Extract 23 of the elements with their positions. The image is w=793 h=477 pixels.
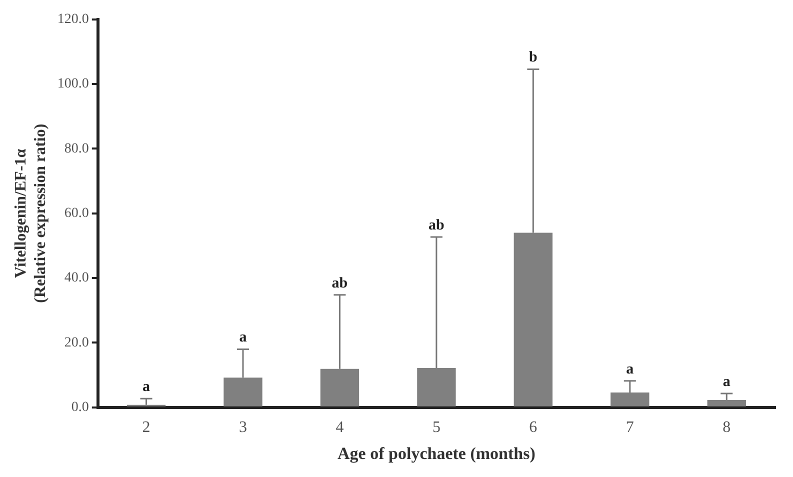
annotation: a — [626, 361, 634, 378]
annotation: b — [529, 50, 538, 66]
annotation: a — [142, 379, 151, 396]
x-tick-label: 2 — [142, 419, 150, 436]
y-tick-label: 80.0 — [64, 141, 89, 156]
annotation: ab — [332, 275, 348, 292]
annotation: ab — [428, 217, 444, 234]
y-tick-label: 100.0 — [57, 76, 89, 92]
annotation: a — [239, 330, 248, 346]
y-tick-label: 60.0 — [64, 206, 89, 222]
annotation: a — [722, 374, 731, 390]
x-axis-title: Age of polychaete (months) — [338, 444, 536, 464]
x-tick-label: 6 — [529, 419, 538, 436]
x-tick-label: 4 — [336, 419, 344, 436]
x-tick-label: 8 — [722, 419, 731, 436]
x-tick-label: 7 — [626, 419, 634, 436]
x-tick-label: 5 — [432, 419, 440, 436]
y-tick-label: 0.0 — [71, 400, 89, 416]
x-tick-label: 3 — [238, 419, 247, 436]
y-axis-title: Vitellogenin/EF-1α (Relative expression ratio) — [12, 124, 49, 304]
y-tick-label: 40.0 — [64, 270, 89, 286]
y-tick-label: 20.0 — [64, 335, 89, 350]
y-tick-label: 120.0 — [57, 12, 89, 28]
